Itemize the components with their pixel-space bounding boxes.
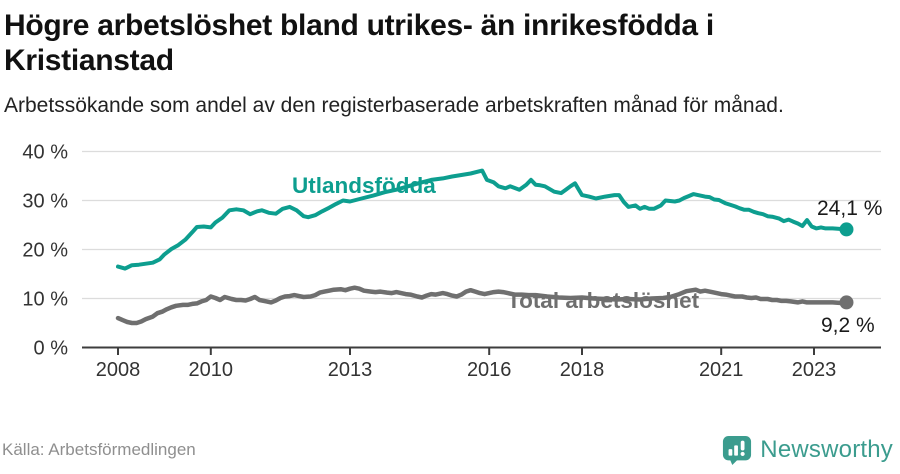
series-line-utlandsfodda [116, 168, 849, 271]
newsworthy-speech-bubble-chart-icon [723, 435, 752, 465]
chart-footer: Källa: Arbetsförmedlingen Newsworthy [2, 434, 893, 466]
x-axis-tick-label: 2010 [189, 359, 234, 381]
source-label: Källa: Arbetsförmedlingen [2, 440, 196, 459]
x-axis-tick-label: 2023 [792, 359, 837, 381]
series-end-dot [839, 295, 854, 310]
newsworthy-wordmark: Newsworthy [760, 436, 893, 463]
series-end-value-label: 9,2 % [821, 314, 875, 337]
y-axis-tick-label: 20 % [22, 239, 68, 261]
x-axis-tick-label: 2018 [560, 359, 605, 381]
y-axis-tick-label: 0 % [34, 337, 69, 359]
series-end-value-label: 24,1 % [817, 197, 882, 220]
unemployment-line-chart: 0 % 10 % 20 % 30 % 40 % 2008 2010 2013 2016 2018 2… [22, 141, 882, 381]
y-axis-tick-label: 30 % [22, 190, 68, 212]
x-axis-tick-label: 2013 [328, 359, 373, 381]
chart-title: Högre arbetslöshet bland utrikes- än inr… [4, 9, 714, 78]
series-line-total [115, 285, 849, 325]
series-end-dot [839, 222, 854, 237]
y-axis-tick-label: 10 % [22, 288, 68, 310]
x-axis-tick-label: 2008 [96, 359, 141, 381]
series-label: Utlandsfödda [292, 173, 436, 198]
series-label: Total arbetslöshet [507, 288, 700, 313]
newsworthy-logo: Newsworthy [722, 435, 893, 466]
x-axis-tick-label: 2021 [699, 359, 744, 381]
chart-subtitle: Arbetssökande som andel av den registerb… [4, 93, 784, 117]
y-axis-tick-label: 40 % [22, 141, 68, 163]
x-axis-tick-label: 2016 [467, 359, 512, 381]
